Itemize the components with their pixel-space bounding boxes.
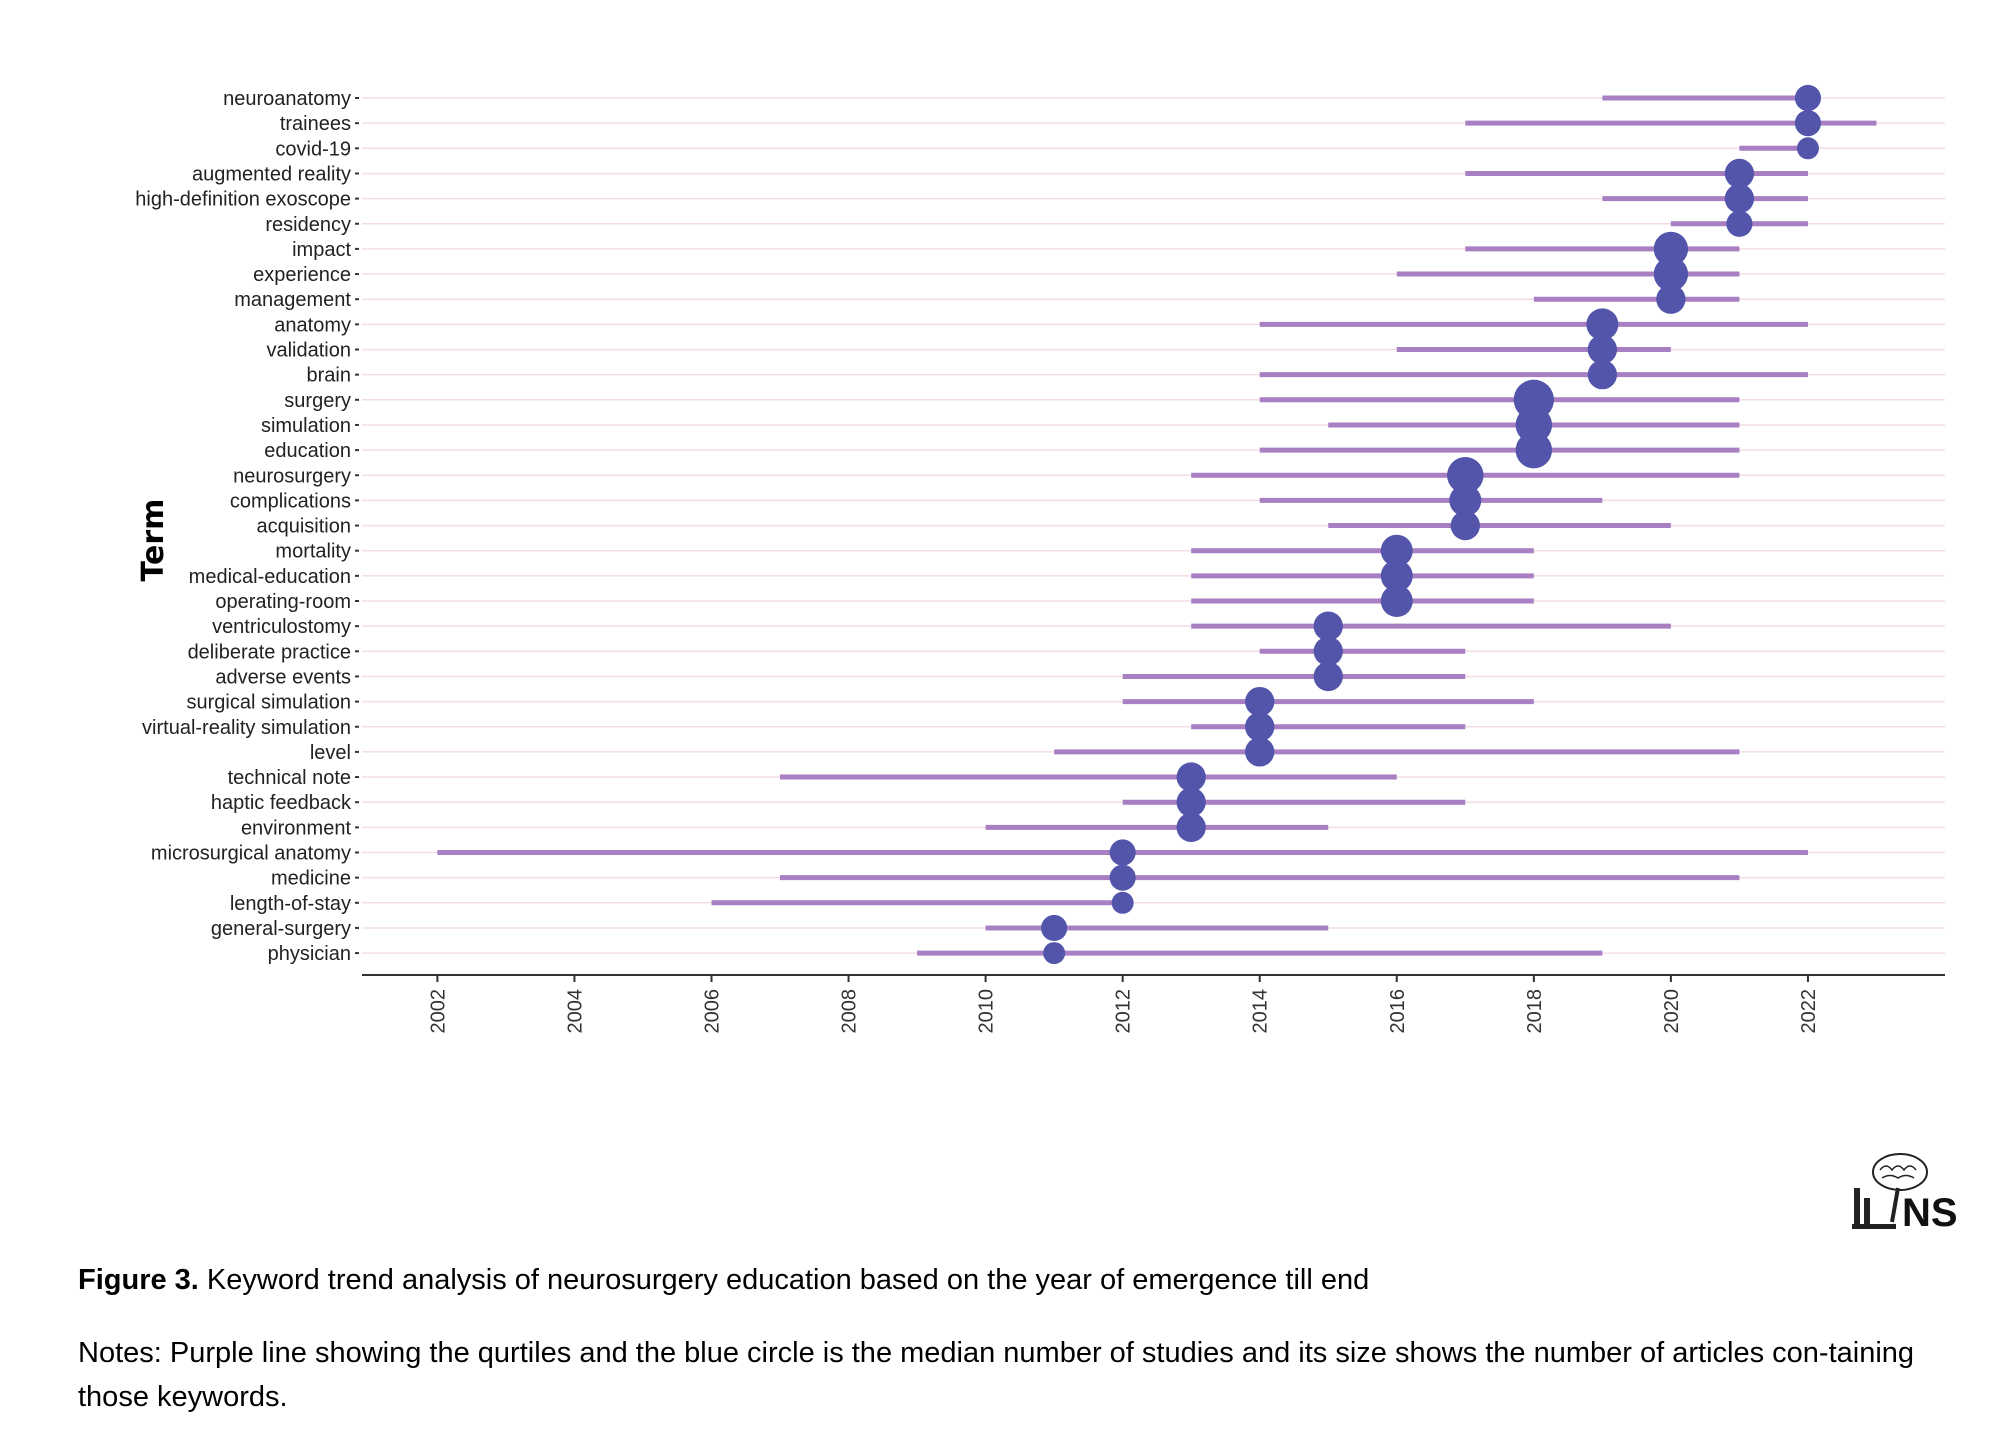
grid-lines bbox=[362, 97, 1945, 954]
median-point bbox=[1587, 359, 1618, 390]
median-point bbox=[1380, 585, 1413, 617]
x-tick-label: 2020 bbox=[1661, 989, 1683, 1034]
x-tick-label: 2008 bbox=[839, 989, 861, 1034]
median-point bbox=[1653, 256, 1689, 292]
term-label: medical-education bbox=[189, 566, 351, 588]
median-point bbox=[1724, 158, 1755, 189]
term-label: microsurgical anatomy bbox=[151, 843, 351, 865]
term-labels: neuroanatomy trainees covid-19 augmented re… bbox=[135, 88, 359, 965]
term-label: level bbox=[310, 742, 351, 764]
median-point bbox=[1794, 110, 1822, 137]
median-point bbox=[1449, 484, 1482, 517]
term-label: management bbox=[234, 289, 351, 311]
median-point bbox=[1450, 510, 1480, 541]
median-point bbox=[1313, 661, 1343, 692]
term-label: acquisition bbox=[256, 516, 351, 538]
logo-text: NS bbox=[1902, 1191, 1958, 1235]
term-label: virtual-reality simulation bbox=[142, 717, 351, 739]
term-label: neurosurgery bbox=[233, 465, 351, 487]
figure-caption: Figure 3. Keyword trend analysis of neur… bbox=[78, 1258, 1958, 1302]
term-label: general-surgery bbox=[211, 918, 351, 940]
median-point bbox=[1245, 712, 1275, 742]
term-label: surgical simulation bbox=[186, 692, 351, 714]
median-point bbox=[1176, 762, 1206, 792]
x-tick-label: 2016 bbox=[1387, 989, 1409, 1034]
term-label: physician bbox=[268, 943, 351, 965]
median-point bbox=[1109, 839, 1136, 866]
term-label: brain bbox=[307, 365, 351, 387]
term-label: covid-19 bbox=[275, 138, 351, 160]
median-point bbox=[1515, 406, 1553, 444]
median-point bbox=[1245, 737, 1275, 767]
median-points bbox=[1041, 84, 1822, 965]
median-point bbox=[1726, 210, 1753, 237]
term-label: technical note bbox=[228, 767, 351, 789]
median-point bbox=[1111, 891, 1134, 914]
median-point bbox=[1794, 84, 1822, 112]
brain-logo-icon: NS bbox=[1852, 1153, 1958, 1235]
term-label: impact bbox=[292, 239, 351, 261]
median-point bbox=[1447, 457, 1484, 494]
x-tick-label: 2012 bbox=[1113, 989, 1135, 1034]
term-label: mortality bbox=[275, 541, 351, 563]
figure-label: Figure 3. bbox=[78, 1264, 199, 1296]
median-point bbox=[1109, 864, 1136, 891]
term-label: neuroanatomy bbox=[223, 88, 351, 110]
median-point bbox=[1796, 137, 1819, 160]
term-label: environment bbox=[241, 817, 352, 839]
term-label: validation bbox=[266, 340, 351, 362]
x-tick-label: 2006 bbox=[701, 989, 723, 1034]
x-tick-label: 2018 bbox=[1524, 989, 1546, 1034]
keyword-trend-chart: neuroanatomy trainees covid-19 augmented re… bbox=[135, 84, 1945, 1034]
median-point bbox=[1656, 284, 1686, 314]
y-axis-title: Term bbox=[136, 499, 171, 582]
median-point bbox=[1653, 231, 1689, 267]
x-tick-label: 2014 bbox=[1250, 989, 1272, 1034]
median-point bbox=[1043, 942, 1066, 965]
median-point bbox=[1041, 914, 1068, 942]
median-point bbox=[1313, 636, 1343, 666]
term-label: adverse events bbox=[215, 666, 351, 688]
median-point bbox=[1176, 812, 1206, 843]
term-label: augmented reality bbox=[192, 163, 351, 185]
x-tick-label: 2022 bbox=[1798, 989, 1820, 1034]
term-label: trainees bbox=[280, 113, 351, 135]
term-label: surgery bbox=[284, 390, 351, 412]
term-label: simulation bbox=[261, 415, 351, 437]
median-point bbox=[1587, 334, 1618, 365]
x-axis: 2002 2004 2006 2008 2010 2012 2014 2016 2018 2020… bbox=[362, 974, 1945, 1034]
term-label: anatomy bbox=[274, 314, 351, 336]
term-label: ventriculostomy bbox=[212, 616, 351, 638]
median-point bbox=[1380, 534, 1413, 567]
median-point bbox=[1313, 611, 1343, 641]
term-label: education bbox=[264, 440, 351, 462]
term-label: high-definition exoscope bbox=[135, 189, 351, 211]
median-point bbox=[1380, 559, 1413, 592]
term-label: operating-room bbox=[215, 591, 351, 613]
term-label: complications bbox=[230, 490, 351, 512]
term-label: experience bbox=[253, 264, 351, 286]
term-label: medicine bbox=[271, 868, 351, 890]
term-label: deliberate practice bbox=[188, 641, 351, 663]
median-point bbox=[1586, 308, 1619, 341]
term-label: residency bbox=[265, 214, 351, 236]
median-point bbox=[1724, 183, 1755, 214]
x-tick-label: 2002 bbox=[427, 989, 449, 1034]
term-label: length-of-stay bbox=[230, 893, 351, 915]
median-point bbox=[1176, 787, 1206, 817]
figure-title: Keyword trend analysis of neurosurgery e… bbox=[206, 1264, 1370, 1296]
figure-notes: Notes: Purple line showing the qurtiles … bbox=[78, 1337, 1915, 1413]
term-label: haptic feedback bbox=[211, 792, 352, 814]
median-point bbox=[1245, 686, 1275, 717]
x-tick-label: 2010 bbox=[976, 989, 998, 1034]
x-tick-label: 2004 bbox=[564, 989, 586, 1034]
median-point bbox=[1515, 431, 1553, 469]
